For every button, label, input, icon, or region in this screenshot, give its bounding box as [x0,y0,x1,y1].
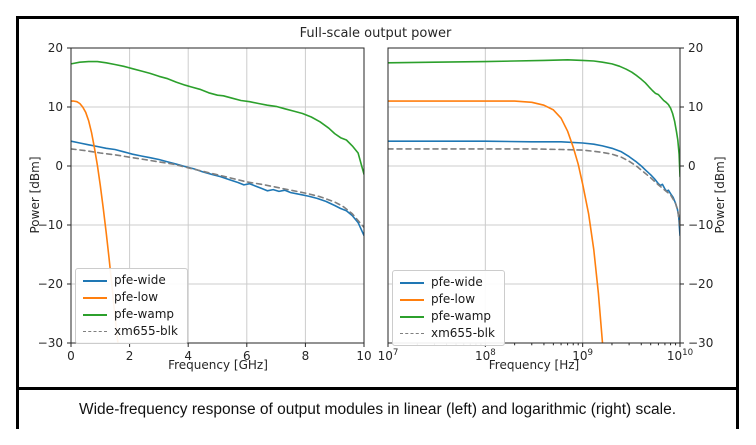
caption-box: Wide-frequency response of output module… [19,387,736,429]
series-pfe-wamp [388,58,680,178]
tick-label: 20 [688,41,703,55]
legend-line-sample [83,279,107,282]
legend-line-sample [83,331,107,332]
tick-label: 0 [67,349,75,363]
x-axis-label-linear: Frequency [GHz] [168,358,268,372]
y-axis-label-right: Power [dBm] [713,156,727,234]
legend-line-sample [400,333,424,334]
legend-label: pfe-wide [431,275,483,289]
tick-label: 0 [55,159,63,173]
legend-label: xm655-blk [114,324,178,338]
legend-right: pfe-wide pfe-low pfe-wamp xm655-blk [392,270,505,346]
tick-label: 107 [378,348,399,363]
legend-item-pfe-low: pfe-low [83,291,178,304]
tick-label: −10 [688,218,713,232]
y-axis-label-left: Power [dBm] [28,156,42,234]
tick-label: −30 [38,336,63,350]
plot-spines [387,47,681,344]
tick-label: 10 [48,100,63,114]
series-pfe-low [71,100,119,343]
series-pfe-wide [388,140,680,237]
legend-label: pfe-low [431,292,476,306]
legend-item-xm655-blk: xm655-blk [400,327,495,340]
legend-label: pfe-wide [114,273,166,287]
tick-label: 108 [475,348,496,363]
legend-label: pfe-wamp [431,309,492,323]
tick-label: 4 [184,349,192,363]
tick-label: 20 [48,41,63,55]
tick-label: 8 [302,349,310,363]
legend-label: pfe-low [114,290,159,304]
legend-item-pfe-low: pfe-low [400,293,495,306]
tick-label: 10 [356,349,371,363]
tick-label: 6 [243,349,251,363]
figure-frame [16,16,739,429]
chart-title: Full-scale output power [299,26,452,41]
tick-label: −20 [688,277,713,291]
series-pfe-low [388,100,604,343]
plot-spines [70,47,365,344]
legend-item-pfe-wamp: pfe-wamp [83,308,178,321]
legend-item-pfe-wamp: pfe-wamp [400,310,495,323]
ticks [67,47,365,347]
legend-item-xm655-blk: xm655-blk [83,325,178,338]
subplot-0: 0 2 4 6 8 10 20 10 0 −10 −20 −30 [38,41,372,363]
legend-label: pfe-wamp [114,307,175,321]
legend-line-sample [83,313,107,316]
legend-line-sample [400,281,424,284]
tick-label: 109 [572,348,593,363]
legend-line-sample [83,296,107,299]
tick-label: 1010 [667,348,693,363]
legend-label: xm655-blk [431,326,495,340]
tick-label: −30 [688,336,713,350]
tick-label: −10 [38,218,63,232]
legend-item-pfe-wide: pfe-wide [400,276,495,289]
legend-left: pfe-wide pfe-low pfe-wamp xm655-blk [75,268,188,344]
series-pfe-wamp [71,60,364,176]
series-xm655-blk [388,148,680,229]
caption-text: Wide-frequency response of output module… [78,400,677,418]
x-axis-label-log: Frequency [Hz] [488,358,580,372]
tick-label: 10 [688,100,703,114]
tick-label: −20 [38,277,63,291]
series-pfe-wide [71,140,364,237]
legend-line-sample [400,298,424,301]
series-xm655-blk [71,148,364,229]
tick-label: 2 [126,349,134,363]
tick-label: 0 [688,159,696,173]
legend-item-pfe-wide: pfe-wide [83,274,178,287]
legend-line-sample [400,315,424,318]
